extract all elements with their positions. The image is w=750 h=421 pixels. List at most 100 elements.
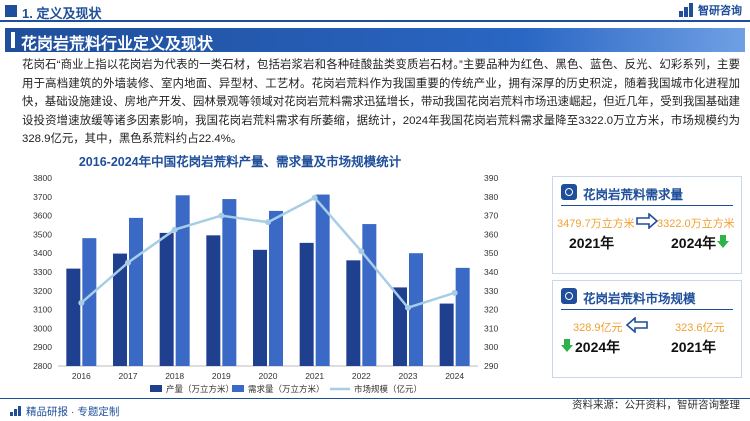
y2-tick-label: 360 xyxy=(484,229,498,239)
y2-tick-label: 340 xyxy=(484,267,498,277)
bar-production xyxy=(113,253,127,366)
y2-tick-label: 320 xyxy=(484,305,498,315)
bar-production xyxy=(439,303,454,366)
market-right-value: 323.6亿元 xyxy=(675,322,725,334)
market-size-point xyxy=(171,226,178,233)
y-tick-label: 2900 xyxy=(33,342,52,352)
chart-title: 2016-2024年中国花岗岩荒料产量、需求量及市场规模统计 xyxy=(78,155,402,169)
x-tick-label: 2018 xyxy=(165,371,184,381)
bar-demand xyxy=(175,195,190,366)
y2-tick-label: 310 xyxy=(484,323,498,333)
bar-demand xyxy=(82,238,97,366)
arrow-down-icon xyxy=(561,339,573,352)
section-square-icon xyxy=(5,5,17,17)
x-tick-label: 2017 xyxy=(119,371,138,381)
arrow-down-icon xyxy=(717,235,729,248)
y-tick-label: 3500 xyxy=(33,229,52,239)
search-badge-icon xyxy=(561,288,577,304)
y-tick-label: 3200 xyxy=(33,286,52,296)
demand-to-year: 2024年 xyxy=(671,235,717,251)
market-size-point xyxy=(311,194,318,201)
legend-label-production: 产量（万立方米） xyxy=(166,384,234,394)
bar-demand xyxy=(409,253,423,366)
y2-tick-label: 350 xyxy=(484,248,498,258)
demand-from-year: 2021年 xyxy=(569,235,615,251)
x-tick-label: 2020 xyxy=(259,371,278,381)
arrow-left-icon xyxy=(625,317,648,333)
y2-tick-label: 380 xyxy=(484,192,498,202)
bar-production xyxy=(66,268,81,366)
search-badge-icon xyxy=(561,184,577,200)
market-right-year: 2021年 xyxy=(671,339,717,355)
y-tick-label: 3000 xyxy=(33,323,52,333)
logo-text: 智研咨询 xyxy=(698,5,742,17)
y2-tick-label: 390 xyxy=(484,173,498,183)
top-header: 1. 定义及现状 智研咨询 xyxy=(0,0,750,22)
section-label: 1. 定义及现状 xyxy=(22,6,102,21)
title-banner: 花岗岩荒料行业定义及现状 xyxy=(5,28,745,53)
demand-card: 花岗岩荒料需求量 3479.7万立方米 3322.0万立方米 2021年 202… xyxy=(552,176,742,274)
y2-tick-label: 300 xyxy=(484,342,498,352)
market-size-point xyxy=(265,219,271,226)
y-tick-label: 2800 xyxy=(33,361,52,371)
title-accent xyxy=(11,32,15,48)
card-underline xyxy=(561,205,733,206)
footer-tagline: 精品研报 · 专题定制 xyxy=(26,406,120,418)
market-size-point xyxy=(451,289,458,296)
card-underline xyxy=(561,309,733,310)
bar-production xyxy=(346,260,361,366)
bar-production xyxy=(206,235,221,366)
arrow-right-icon xyxy=(636,213,659,229)
data-source: 资料来源：公开资料，智研咨询整理 xyxy=(572,399,740,411)
intro-paragraph: 花岗石“商业上指以花岗岩为代表的一类石材，包括岩浆岩和各种硅酸盐类变质岩石材。”… xyxy=(22,59,740,145)
bar-demand xyxy=(222,199,237,366)
demand-card-title: 花岗岩荒料需求量 xyxy=(583,188,684,202)
market-card-header: 花岗岩荒料市场规模 xyxy=(561,287,733,310)
y-tick-label: 3400 xyxy=(33,248,52,258)
market-left-value: 328.9亿元 xyxy=(573,322,623,334)
legend-swatch-production xyxy=(150,385,162,392)
market-size-point xyxy=(78,299,85,306)
y2-tick-label: 370 xyxy=(484,211,498,221)
market-left-year: 2024年 xyxy=(575,339,621,355)
x-tick-label: 2024 xyxy=(445,371,464,381)
bar-logo-icon xyxy=(679,3,695,17)
y-tick-label: 3300 xyxy=(33,267,52,277)
page-title: 花岗岩荒料行业定义及现状 xyxy=(21,36,214,53)
market-size-point xyxy=(358,248,365,255)
header-divider xyxy=(0,20,750,22)
market-size-point xyxy=(405,304,411,311)
market-size-point xyxy=(125,259,131,266)
legend-label-demand: 需求量（万立方米） xyxy=(248,384,325,394)
bar-production xyxy=(299,242,314,366)
bar-production xyxy=(393,287,407,366)
brand-logo: 智研咨询 xyxy=(679,2,742,18)
bar-demand xyxy=(129,217,143,366)
bar-production xyxy=(253,249,267,366)
market-size-point xyxy=(218,212,225,219)
bar-demand xyxy=(315,194,330,366)
market-card: 花岗岩荒料市场规模 328.9亿元 323.6亿元 2024年 2021年 xyxy=(552,280,742,378)
x-tick-label: 2022 xyxy=(352,371,371,381)
footer-divider xyxy=(0,398,750,399)
y2-tick-label: 330 xyxy=(484,286,498,296)
bar-production xyxy=(159,232,174,366)
legend-label-market: 市场规模（亿元） xyxy=(354,384,422,394)
legend-swatch-demand xyxy=(232,385,244,392)
y2-tick-label: 290 xyxy=(484,361,498,371)
y-tick-label: 3700 xyxy=(33,192,52,202)
demand-from-value: 3479.7万立方米 xyxy=(557,218,635,230)
y-tick-label: 3100 xyxy=(33,305,52,315)
x-tick-label: 2023 xyxy=(399,371,418,381)
demand-card-header: 花岗岩荒料需求量 xyxy=(561,183,733,206)
y-tick-label: 3600 xyxy=(33,211,52,221)
demand-to-value: 3322.0万立方米 xyxy=(657,218,735,230)
x-tick-label: 2016 xyxy=(72,371,91,381)
combo-chart: 2800 2900 3000 3100 3200 3300 3400 3500 3600 3700… xyxy=(33,173,498,394)
footer: 精品研报 · 专题定制 资料来源：公开资料，智研咨询整理 xyxy=(0,398,750,421)
bar-demand xyxy=(269,210,283,366)
bar-demand xyxy=(362,224,377,366)
x-tick-label: 2021 xyxy=(305,371,324,381)
market-card-title: 花岗岩荒料市场规模 xyxy=(583,292,696,306)
bar-demand xyxy=(455,267,470,366)
